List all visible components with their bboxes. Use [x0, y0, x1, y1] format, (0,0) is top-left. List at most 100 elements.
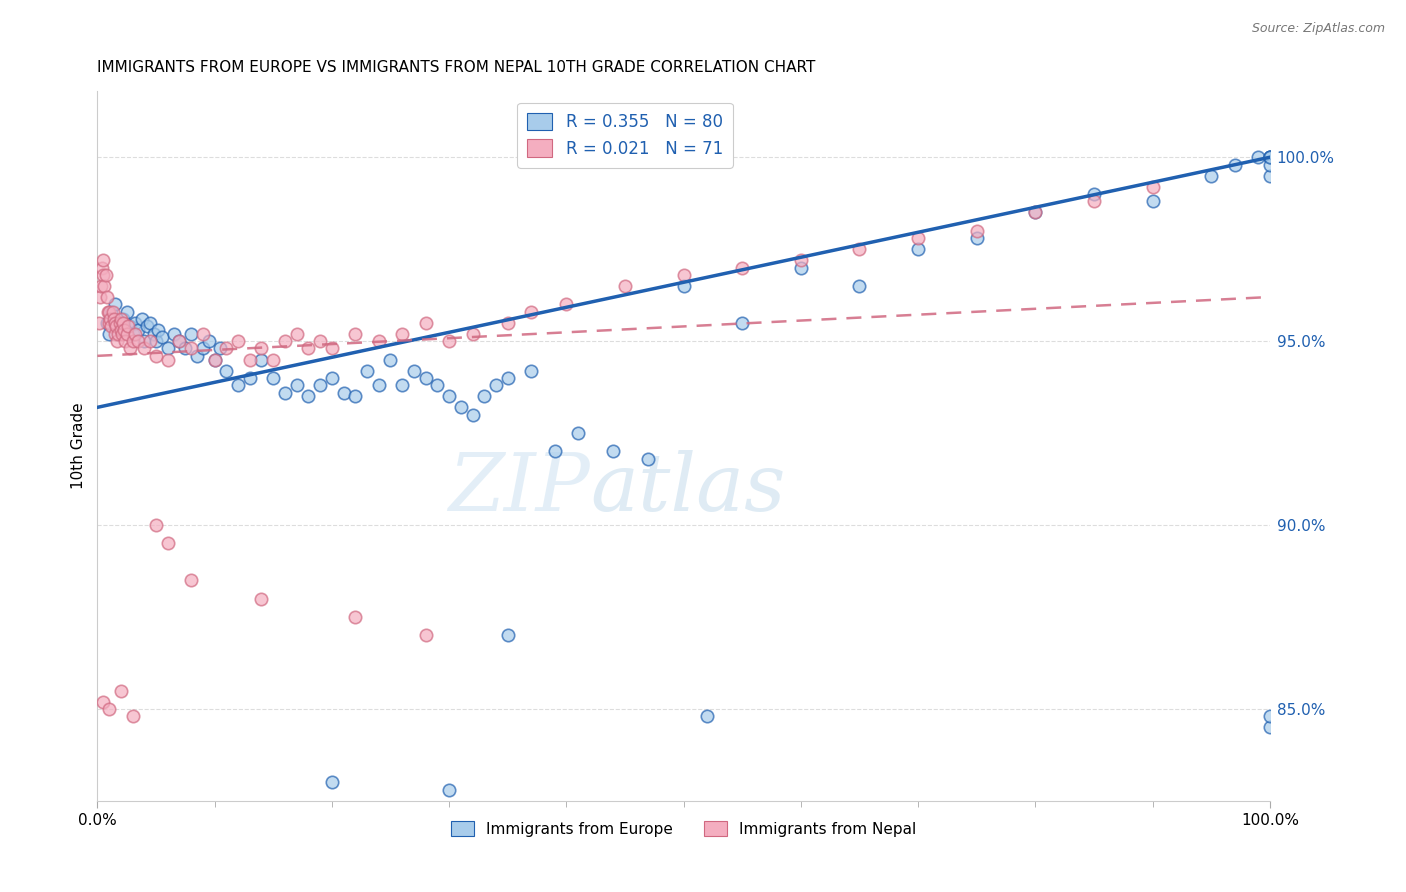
Point: [344, 610, 367, 624]
Point: [98, 304, 121, 318]
Point: [250, 591, 273, 606]
Point: [127, 323, 149, 337]
Point: [496, 371, 519, 385]
Point: [1258, 158, 1281, 172]
Text: IMMIGRANTS FROM EUROPE VS IMMIGRANTS FROM NEPAL 10TH GRADE CORRELATION CHART: IMMIGRANTS FROM EUROPE VS IMMIGRANTS FRO…: [97, 60, 815, 75]
Point: [156, 536, 179, 550]
Text: atlas: atlas: [589, 450, 785, 527]
Point: [135, 319, 157, 334]
Point: [96, 290, 118, 304]
Point: [613, 279, 636, 293]
Point: [91, 253, 114, 268]
Point: [1258, 709, 1281, 723]
Point: [344, 389, 367, 403]
Point: [98, 326, 121, 341]
Point: [186, 349, 208, 363]
Point: [344, 326, 367, 341]
Point: [380, 352, 402, 367]
Point: [100, 319, 122, 334]
Point: [120, 342, 142, 356]
Point: [115, 304, 138, 318]
Point: [90, 279, 112, 293]
Point: [112, 316, 135, 330]
Point: [1223, 158, 1246, 172]
Point: [543, 444, 565, 458]
Point: [134, 342, 156, 356]
Point: [1024, 205, 1046, 219]
Point: [110, 323, 132, 337]
Point: [150, 330, 173, 344]
Point: [197, 334, 219, 348]
Point: [98, 312, 121, 326]
Point: [89, 290, 111, 304]
Point: [115, 326, 138, 341]
Point: [696, 709, 718, 723]
Point: [790, 260, 813, 275]
Point: [1258, 169, 1281, 183]
Point: [907, 231, 929, 245]
Point: [100, 304, 122, 318]
Point: [103, 312, 125, 326]
Point: [1247, 150, 1270, 164]
Point: [391, 326, 413, 341]
Point: [112, 312, 135, 326]
Point: [848, 242, 870, 256]
Point: [239, 352, 262, 367]
Point: [110, 683, 132, 698]
Point: [91, 268, 114, 282]
Point: [226, 334, 249, 348]
Point: [274, 385, 297, 400]
Point: [169, 334, 191, 348]
Point: [1258, 150, 1281, 164]
Point: [107, 316, 129, 330]
Point: [104, 326, 127, 341]
Point: [145, 518, 167, 533]
Point: [121, 326, 143, 341]
Text: Source: ZipAtlas.com: Source: ZipAtlas.com: [1251, 22, 1385, 36]
Point: [285, 326, 308, 341]
Point: [1083, 194, 1105, 209]
Point: [108, 316, 131, 330]
Point: [226, 378, 249, 392]
Point: [321, 342, 343, 356]
Point: [121, 334, 143, 348]
Point: [191, 326, 214, 341]
Point: [555, 297, 578, 311]
Point: [110, 312, 132, 326]
Point: [520, 304, 543, 318]
Point: [461, 408, 484, 422]
Point: [250, 352, 273, 367]
Point: [485, 378, 508, 392]
Point: [96, 316, 118, 330]
Point: [367, 378, 389, 392]
Point: [156, 352, 179, 367]
Point: [101, 304, 124, 318]
Point: [321, 775, 343, 789]
Point: [120, 319, 142, 334]
Point: [191, 342, 214, 356]
Point: [790, 253, 813, 268]
Point: [415, 628, 437, 642]
Point: [124, 326, 146, 341]
Point: [520, 363, 543, 377]
Point: [472, 389, 495, 403]
Point: [1142, 194, 1164, 209]
Point: [174, 342, 197, 356]
Point: [262, 371, 284, 385]
Point: [209, 342, 232, 356]
Text: ZIP: ZIP: [449, 450, 589, 527]
Point: [309, 378, 332, 392]
Point: [114, 334, 136, 348]
Point: [1258, 150, 1281, 164]
Legend: Immigrants from Europe, Immigrants from Nepal: Immigrants from Europe, Immigrants from …: [444, 814, 922, 843]
Point: [131, 312, 153, 326]
Point: [105, 319, 128, 334]
Y-axis label: 10th Grade: 10th Grade: [72, 402, 86, 490]
Point: [104, 297, 127, 311]
Point: [1024, 205, 1046, 219]
Point: [731, 316, 754, 330]
Point: [145, 349, 167, 363]
Point: [215, 363, 238, 377]
Point: [98, 702, 121, 716]
Point: [437, 334, 460, 348]
